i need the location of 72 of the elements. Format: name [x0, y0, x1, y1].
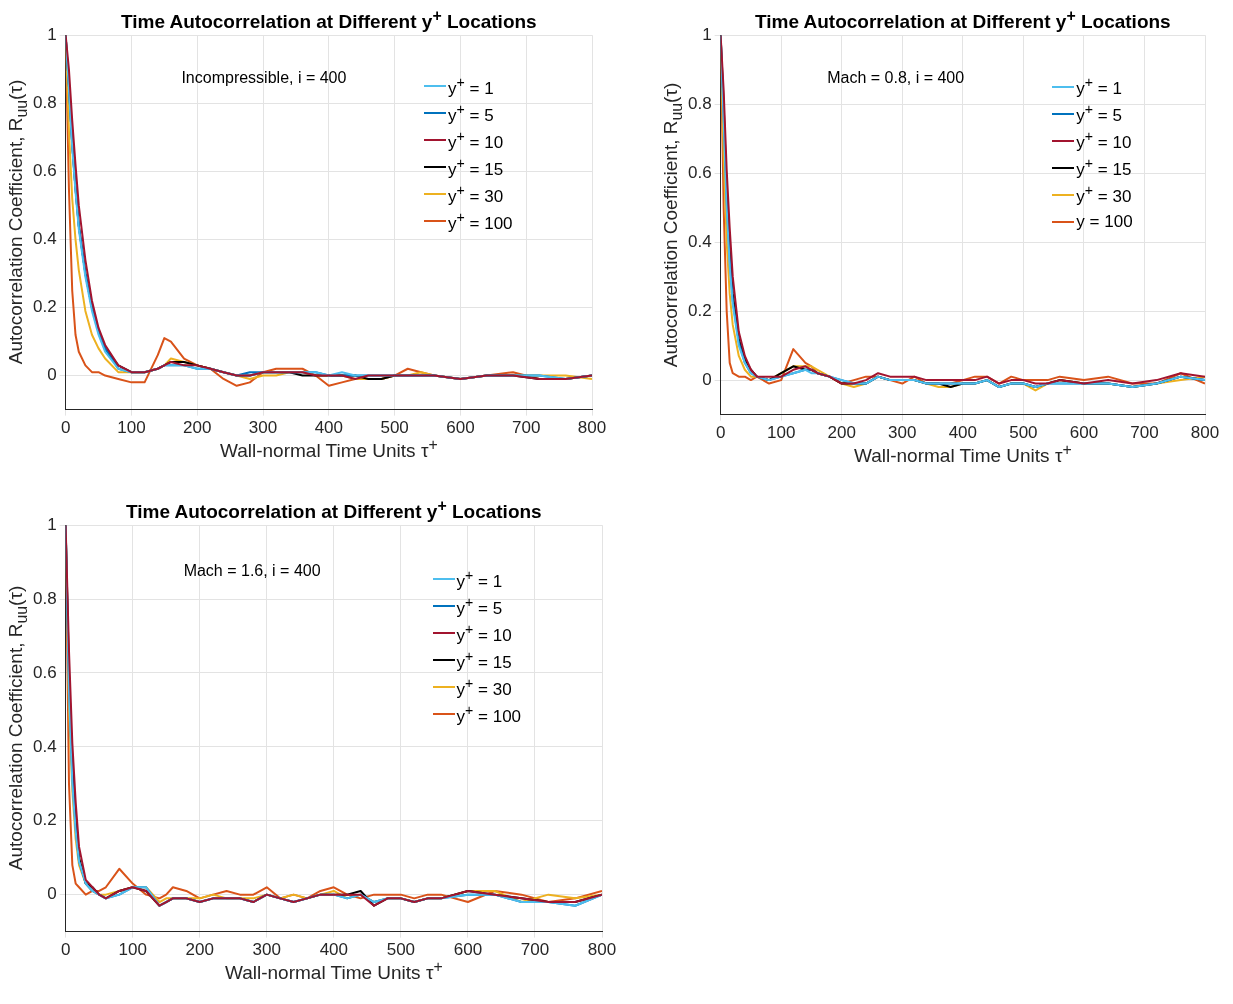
annotation: Mach = 0.8, i = 400: [827, 69, 965, 88]
x-tick-label: 100: [766, 423, 796, 443]
x-tick-label: 200: [827, 423, 856, 443]
y-tick-label: 0.8: [687, 93, 712, 113]
x-tick-label: 500: [1009, 423, 1038, 443]
x-tick-label: 500: [386, 940, 416, 960]
x-tick-label: 600: [446, 418, 475, 438]
x-tick-label: 300: [248, 418, 278, 438]
x-tick-label: 400: [314, 418, 343, 438]
x-tick-label: 700: [520, 940, 550, 960]
legend-label: y$^{+}$ = 1: [456, 567, 503, 592]
y-tick-label: 0.4: [687, 231, 712, 251]
y-tick-label: 0.4: [32, 736, 57, 756]
x-tick-label: 200: [183, 418, 212, 438]
legend-label: y$^{+}$ = 5: [448, 100, 494, 126]
legend-label: y$^{+}$ = 30: [1076, 182, 1132, 207]
legend-label: y$^{+}$ = 10: [1076, 128, 1132, 153]
legend-label: y$^{+}$ = 10: [448, 127, 504, 153]
legend-label: y$^{+}$ = 30: [448, 181, 504, 207]
y-tick-label: 0.2: [687, 300, 712, 320]
x-tick-label: 800: [1190, 423, 1220, 443]
legend-label: y$^{+}$ = 1: [1076, 74, 1122, 99]
x-tick-label: 400: [948, 423, 977, 443]
legend-label: y$^{+}$ = 1: [448, 73, 494, 99]
legend-label: y$^{+}$ = 15: [448, 154, 504, 180]
legend-label: y$^{+}$ = 100: [448, 208, 513, 234]
legend-label: y = 100: [1076, 211, 1133, 232]
x-tick-label: 400: [319, 940, 348, 960]
y-tick-label: 0: [702, 369, 712, 389]
x-tick-label: 800: [577, 418, 607, 438]
y-tick-label: 0: [47, 884, 57, 904]
chart-title: Time Autocorrelation at Different y$^{+}$ Locations: [754, 7, 1171, 34]
annotation: Incompressible, i = 400: [181, 68, 347, 87]
y-tick-label: 1: [47, 24, 57, 44]
y-tick-label: 0.6: [32, 662, 57, 682]
y-tick-label: 0.2: [32, 810, 57, 830]
y-tick-label: 0.6: [32, 161, 57, 181]
x-tick-label: 500: [380, 418, 409, 438]
x-tick-label: 800: [587, 940, 617, 960]
legend-label: y$^{+}$ = 10: [456, 621, 512, 646]
x-tick-label: 300: [888, 423, 917, 443]
x-tick-label: 0: [715, 423, 726, 443]
x-tick-label: 100: [117, 418, 146, 438]
y-tick-label: 0.4: [32, 229, 57, 249]
x-tick-label: 600: [453, 940, 483, 960]
x-tick-label: 300: [252, 940, 281, 960]
x-axis-title: Wall-normal Time Units τ$^{+}$: [853, 440, 1072, 467]
y-tick-label: 0.6: [687, 162, 712, 182]
x-axis-title: Wall-normal Time Units τ$^{+}$: [224, 957, 443, 984]
legend-label: y$^{+}$ = 100: [456, 702, 522, 727]
legend-label: y$^{+}$ = 15: [456, 648, 512, 673]
legend-label: y$^{+}$ = 15: [1076, 155, 1132, 180]
x-tick-label: 100: [118, 940, 147, 960]
x-tick-label: 700: [512, 418, 541, 438]
y-tick-label: 0.2: [32, 297, 57, 317]
x-tick-label: 700: [1130, 423, 1159, 443]
x-tick-label: 0: [60, 940, 71, 960]
chart-title: Time Autocorrelation at Different y$^{+}$ Locations: [125, 497, 542, 524]
y-tick-label: 0: [47, 365, 57, 385]
x-tick-label: 200: [185, 940, 214, 960]
annotation: Mach = 1.6, i = 400: [183, 561, 321, 580]
x-axis-title: Wall-normal Time Units τ$^{+}$: [219, 435, 438, 462]
legend-label: y$^{+}$ = 30: [456, 675, 512, 700]
y-tick-label: 1: [47, 514, 57, 534]
x-tick-label: 600: [1069, 423, 1099, 443]
x-tick-label: 0: [60, 418, 71, 438]
y-tick-label: 0.8: [32, 92, 57, 112]
y-tick-label: 0.8: [32, 588, 57, 608]
legend-label: y$^{+}$ = 5: [456, 594, 503, 619]
legend-label: y$^{+}$ = 5: [1076, 101, 1122, 126]
chart-title: Time Autocorrelation at Different y$^{+}$ Locations: [120, 7, 537, 34]
y-tick-label: 1: [702, 24, 712, 44]
